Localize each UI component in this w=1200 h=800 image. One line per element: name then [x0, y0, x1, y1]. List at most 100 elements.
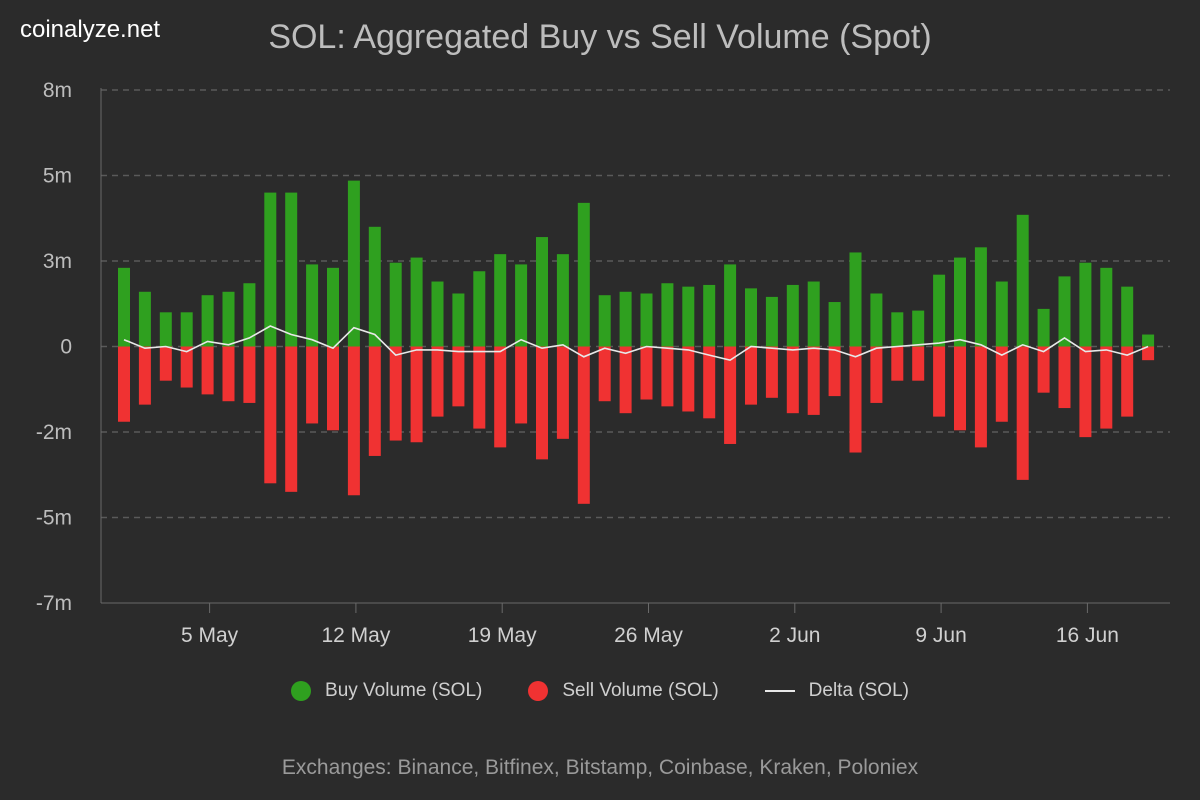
buy-volume-bar: [494, 254, 507, 347]
sell-volume-bar: [1037, 346, 1050, 393]
sell-volume-bar: [765, 346, 778, 398]
x-tick-label: 12 May: [321, 624, 390, 647]
buy-volume-bar: [327, 267, 339, 347]
sell-volume-bar: [640, 346, 653, 400]
exchanges-footer: Exchanges: Binance, Bitfinex, Bitstamp, …: [281, 756, 919, 779]
buy-volume-bar: [180, 312, 193, 347]
buy-volume-bar: [891, 312, 904, 347]
sell-volume-bar: [180, 346, 193, 388]
sell-volume-bar: [1058, 346, 1071, 409]
sell-volume-bar: [1016, 346, 1029, 480]
sell-volume-bar: [368, 346, 381, 456]
buy-volume-bar: [954, 257, 966, 347]
sell-volume-bar: [995, 346, 1008, 422]
sell-volume-bar: [682, 346, 695, 412]
buy-volume-bar: [1079, 262, 1092, 347]
sell-volume-bar: [327, 346, 339, 431]
legend-item-buy[interactable]: Buy Volume (SOL): [291, 680, 482, 702]
buy-volume-bar: [452, 293, 465, 347]
legend-sell-label: Sell Volume (SOL): [562, 680, 719, 701]
sell-volume-bar: [1121, 346, 1134, 417]
sell-volume-bar: [891, 346, 904, 381]
buy-volume-bar: [1121, 286, 1134, 347]
buy-volume-bar: [640, 293, 653, 347]
sell-volume-bar: [828, 346, 841, 397]
y-tick-label: -2m: [36, 421, 72, 444]
buy-volume-bar: [368, 226, 381, 347]
buy-volume-bar: [933, 274, 946, 347]
sell-volume-bar: [1100, 346, 1113, 429]
buy-volume-bar: [870, 293, 883, 347]
sell-volume-bar: [1079, 346, 1092, 438]
delta-line-icon: [764, 690, 795, 692]
buy-volume-bar: [138, 291, 151, 347]
delta-series: [123, 325, 1149, 362]
axes: [100, 88, 1170, 604]
buy-volume-bar: [389, 262, 402, 347]
buy-volume-bar: [995, 281, 1008, 347]
site-logo[interactable]: coinalyze.net: [20, 16, 161, 43]
sell-volume-bar: [306, 346, 319, 424]
buy-volume-bar: [306, 264, 319, 347]
sell-volume-bar: [515, 346, 528, 424]
sell-volume-bar: [745, 346, 757, 405]
buy-volume-marker-icon: [291, 681, 312, 701]
buy-volume-bar: [515, 264, 528, 347]
buy-volume-bar: [159, 312, 172, 347]
delta-line: [123, 325, 1149, 362]
sell-volume-bar: [536, 346, 548, 460]
buy-volume-bar: [974, 247, 987, 347]
sell-volume-bar: [222, 346, 235, 402]
buy-volume-bar: [1100, 267, 1113, 347]
sell-volume-bar: [494, 346, 507, 448]
x-tick-label: 16 Jun: [1056, 624, 1119, 647]
chart-title: SOL: Aggregated Buy vs Sell Volume (Spot…: [268, 18, 932, 56]
legend-item-sell[interactable]: Sell Volume (SOL): [528, 680, 719, 702]
sell-volume-bar: [577, 346, 590, 504]
y-tick-label: 0: [60, 336, 72, 359]
bars: [118, 180, 1155, 504]
sell-volume-bar: [849, 346, 862, 453]
legend-item-delta[interactable]: Delta (SOL): [764, 680, 909, 702]
sell-volume-bar: [285, 346, 298, 492]
buy-volume-bar: [222, 291, 235, 347]
y-tick-label: 3m: [43, 250, 72, 273]
buy-volume-bar: [849, 252, 862, 347]
y-tick-label: 5m: [43, 165, 72, 188]
buy-volume-bar: [201, 295, 214, 347]
sell-volume-bar: [724, 346, 737, 444]
buy-volume-bar: [598, 295, 611, 347]
buy-volume-bar: [556, 254, 569, 347]
buy-volume-bar: [682, 286, 695, 347]
buy-volume-bar: [786, 284, 799, 347]
buy-volume-bar: [1016, 214, 1029, 347]
buy-volume-bar: [765, 296, 778, 347]
buy-volume-bar: [347, 180, 360, 347]
sell-volume-bar: [807, 346, 820, 415]
buy-volume-bar: [243, 283, 256, 347]
buy-volume-bar: [724, 264, 737, 347]
sell-volume-bar: [661, 346, 674, 407]
sell-volume-bar: [1142, 346, 1155, 361]
sell-volume-bar: [786, 346, 799, 414]
sell-volume-bar: [870, 346, 883, 403]
buy-volume-bar: [807, 281, 820, 347]
buy-volume-bar: [536, 237, 548, 347]
sell-volume-bar: [431, 346, 444, 417]
sell-volume-bar: [598, 346, 611, 402]
sell-volume-bar: [410, 346, 423, 443]
x-tick-label: 2 Jun: [769, 624, 820, 647]
buy-volume-bar: [577, 202, 590, 347]
sell-volume-bar: [933, 346, 946, 417]
sell-volume-bar: [347, 346, 360, 496]
x-tick-label: 19 May: [468, 624, 537, 647]
buy-volume-bar: [828, 302, 841, 347]
buy-volume-bar: [410, 257, 423, 347]
sell-volume-bar: [264, 346, 277, 484]
buy-volume-bar: [1037, 308, 1050, 347]
buy-volume-bar: [661, 283, 674, 347]
x-tick-label: 9 Jun: [915, 624, 966, 647]
buy-volume-bar: [1142, 334, 1155, 347]
sell-volume-bar: [556, 346, 569, 439]
